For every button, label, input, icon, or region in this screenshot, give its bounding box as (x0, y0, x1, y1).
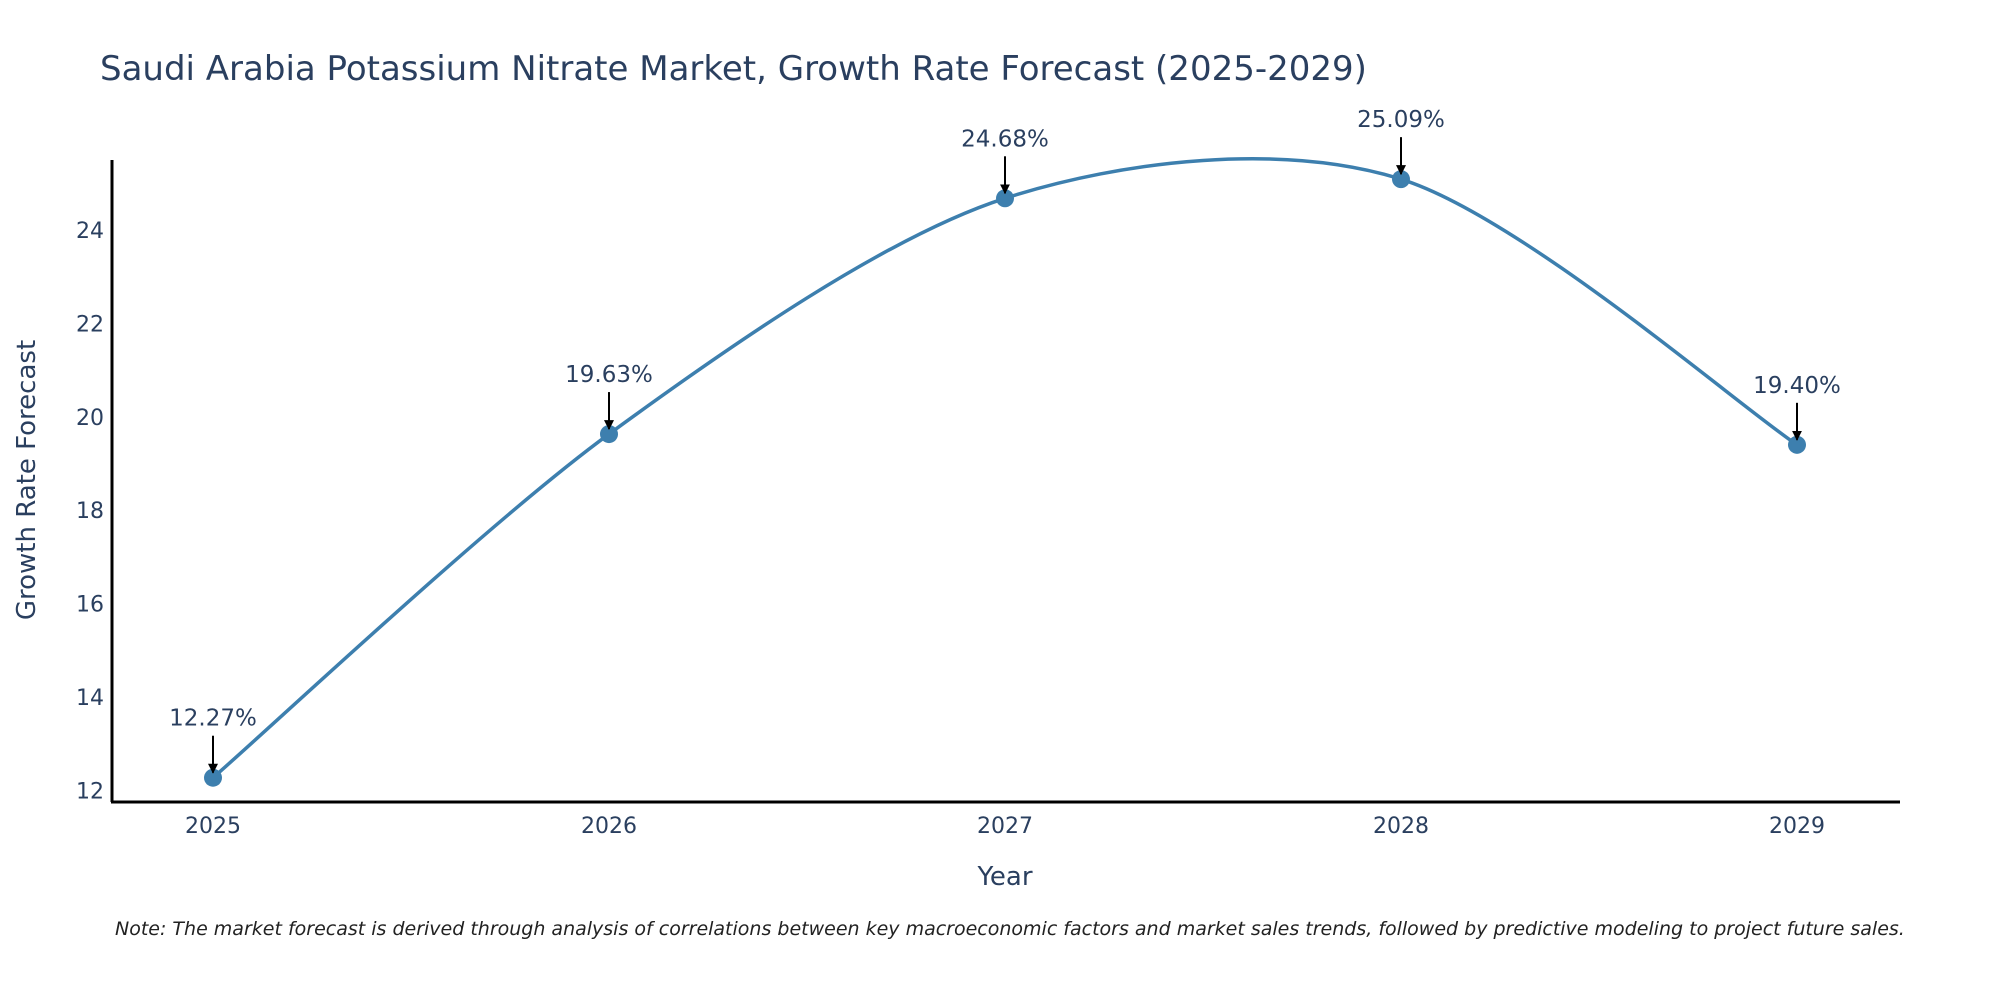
series-line (211, 157, 1798, 780)
x-tick-label: 2028 (1373, 814, 1429, 839)
y-tick-label: 16 (76, 593, 104, 618)
y-axis-title: Growth Rate Forecast (12, 340, 42, 620)
footnote: Note: The market forecast is derived thr… (115, 918, 1905, 940)
data-label: 12.27% (169, 706, 257, 732)
y-tick-label: 18 (76, 499, 104, 524)
data-labels: 12.27% 19.63% 24.68% 25.09% 19.40% (169, 107, 1841, 774)
y-tick-label: 24 (76, 219, 104, 244)
y-tick-label: 12 (76, 779, 104, 804)
data-points (204, 170, 1806, 787)
x-axis-title: Year (976, 862, 1032, 892)
data-label: 19.63% (565, 362, 653, 388)
x-tick-label: 2026 (581, 814, 637, 839)
y-tick-labels: 12 14 16 18 20 22 24 (76, 219, 104, 804)
data-label: 25.09% (1357, 107, 1445, 133)
x-tick-label: 2025 (185, 814, 241, 839)
x-tick-label: 2027 (977, 814, 1033, 839)
data-label: 19.40% (1753, 373, 1841, 399)
data-label: 24.68% (961, 126, 1049, 152)
x-tick-labels: 2025 2026 2027 2028 2029 (185, 814, 1825, 839)
y-tick-label: 22 (76, 312, 104, 337)
y-tick-label: 20 (76, 406, 104, 431)
chart-title: Saudi Arabia Potassium Nitrate Market, G… (100, 49, 1367, 89)
y-tick-label: 14 (76, 686, 104, 711)
x-tick-label: 2029 (1769, 814, 1825, 839)
